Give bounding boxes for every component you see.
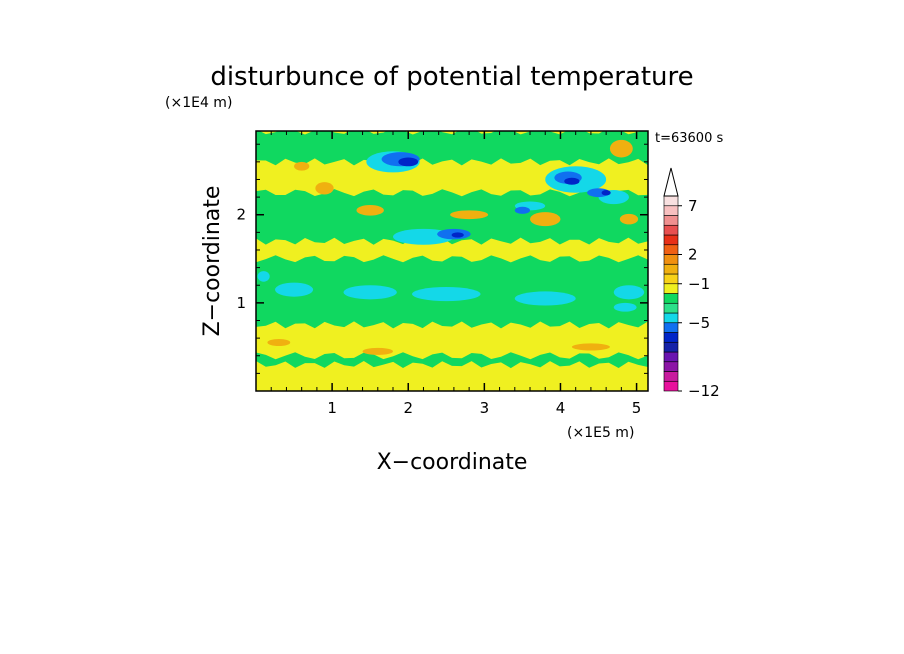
colorbar-segment: [663, 371, 679, 382]
x-axis-label: X−coordinate: [377, 450, 528, 475]
colorbar-tick-label: 2: [688, 246, 698, 264]
field-patch-cyan: [257, 271, 270, 282]
colorbar-segment: [663, 332, 679, 343]
colorbar-segment: [663, 234, 679, 246]
colorbar-segment: [663, 273, 679, 285]
field-patch-dark-blue: [398, 157, 419, 167]
field-patch-dark-blue: [451, 232, 464, 238]
y-axis: 12: [236, 143, 648, 374]
colorbar-tick-label: −1: [688, 275, 710, 293]
field-patch-orange: [619, 213, 639, 225]
colorbar-segment: [663, 283, 679, 294]
field-patch-blue: [514, 206, 531, 214]
field-patch-orange: [294, 161, 310, 171]
colorbar-segment: [663, 205, 679, 216]
colorbar: −12−5−127: [663, 167, 720, 400]
colorbar-segment: [663, 215, 679, 226]
colorbar-segment: [663, 341, 679, 353]
colorbar-segment: [663, 195, 679, 207]
field-band: [256, 352, 648, 369]
field-patch-cyan: [275, 282, 314, 297]
colorbar-segment: [663, 361, 679, 372]
field-patch-cyan: [412, 287, 481, 302]
field-band: [256, 189, 648, 245]
y-unit-label: (×1E4 m): [165, 95, 232, 111]
x-axis: 1 2 3 4 5: [270, 131, 642, 417]
field-patch-orange: [609, 139, 633, 158]
field-patch-cyan: [613, 285, 645, 300]
colorbar-segment: [663, 293, 679, 304]
colorbar-segment: [663, 302, 679, 314]
colorbar-segment: [663, 351, 679, 363]
field-patch-orange: [315, 182, 334, 195]
colorbar-segment: [663, 312, 679, 324]
field-patch-cyan: [343, 285, 397, 300]
field-patch-orange: [530, 212, 561, 227]
field-patch-orange: [267, 339, 291, 347]
field-patch-dark-blue: [601, 190, 611, 196]
y-tick-label: 2: [236, 206, 246, 224]
field-patch-cyan: [613, 302, 637, 312]
field-patch-cyan: [514, 291, 576, 306]
colorbar-segment: [663, 380, 679, 392]
x-tick-label: 1: [327, 399, 337, 417]
x-tick-label: 5: [632, 399, 642, 417]
y-tick-label: 1: [236, 294, 246, 312]
time-label: t=63600 s: [655, 131, 723, 146]
colorbar-tick-label: −5: [688, 314, 710, 332]
colorbar-segment: [663, 244, 679, 255]
x-tick-label: 3: [480, 399, 490, 417]
field-patch-dark-blue: [564, 177, 580, 185]
colorbar-segment: [663, 322, 679, 333]
y-axis-label: Z−coordinate: [200, 186, 225, 337]
plot-area: [256, 131, 648, 391]
plot-frame: [255, 130, 649, 392]
field-band: [256, 131, 648, 166]
x-tick-label: 2: [403, 399, 413, 417]
field-patch-orange: [362, 347, 394, 355]
colorbar-segment: [663, 224, 679, 236]
x-unit-label: (×1E5 m): [567, 425, 634, 441]
colorbar-tick-label: 7: [688, 197, 698, 215]
colorbar-extend-arrow: [663, 167, 679, 197]
field-patch-orange: [571, 343, 610, 351]
colorbar-segment: [663, 263, 679, 275]
colorbar-segment: [663, 254, 679, 265]
colorbar-tick-label: −12: [688, 382, 720, 400]
chart-title: disturbunce of potential temperature: [210, 62, 693, 92]
x-tick-label: 4: [556, 399, 566, 417]
field-patch-orange: [450, 210, 489, 220]
field-patch-orange: [356, 205, 384, 216]
